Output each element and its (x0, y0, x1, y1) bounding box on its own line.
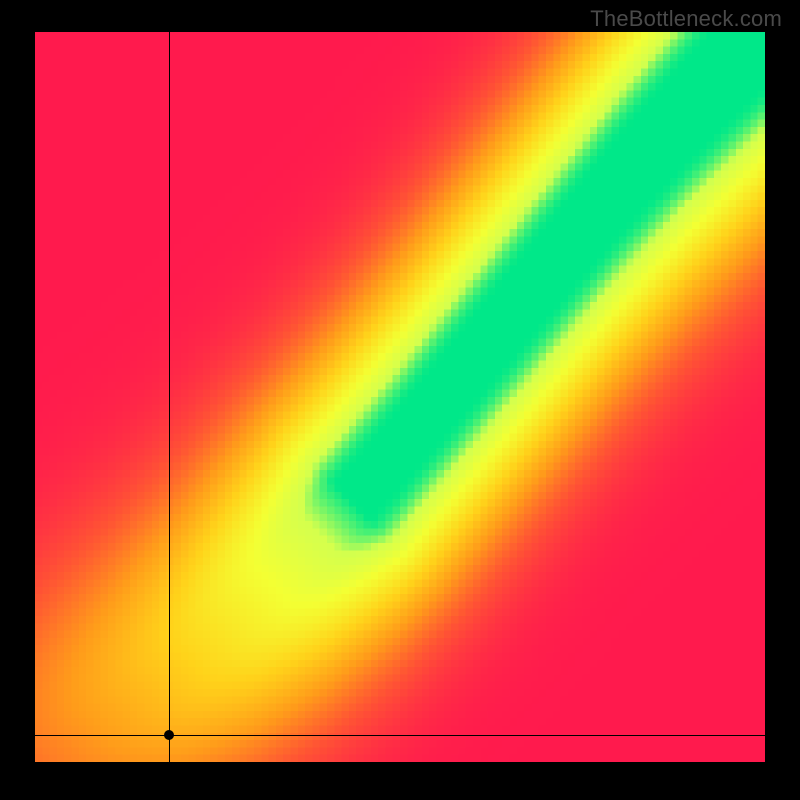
heatmap-canvas (35, 32, 765, 762)
heatmap-plot (35, 32, 765, 762)
crosshair-marker (164, 730, 174, 740)
crosshair-vertical (169, 32, 170, 762)
crosshair-horizontal (35, 735, 765, 736)
watermark-text: TheBottleneck.com (590, 6, 782, 32)
